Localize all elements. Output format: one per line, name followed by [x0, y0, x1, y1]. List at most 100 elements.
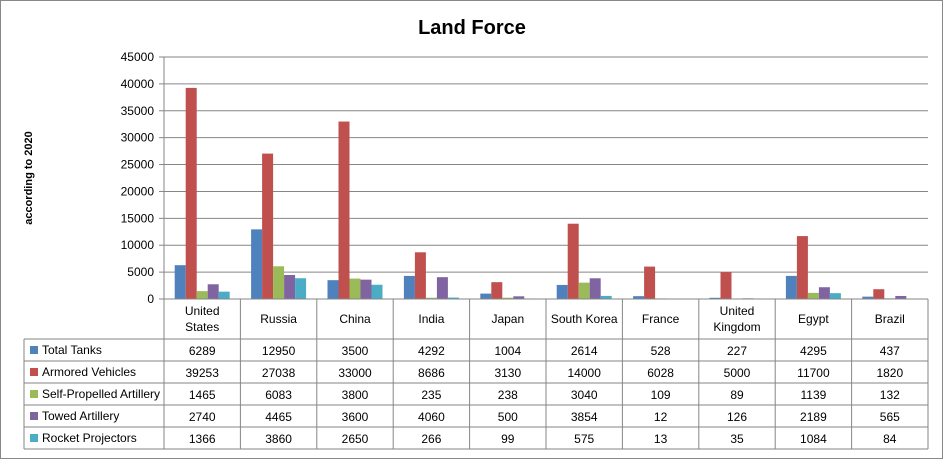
bar [600, 295, 612, 299]
bar [185, 87, 197, 299]
bar [327, 280, 339, 299]
table-value: 3130 [494, 366, 521, 380]
legend-label: Total Tanks [42, 343, 102, 357]
table-value: 4465 [265, 410, 292, 424]
bar [218, 291, 230, 299]
bar [273, 266, 285, 299]
bar [502, 297, 514, 299]
category-label: Egypt [798, 312, 829, 326]
table-value: 1084 [800, 432, 827, 446]
table-value: 1004 [494, 344, 521, 358]
bar [644, 266, 656, 299]
table-value: 1366 [189, 432, 216, 446]
table-value: 4295 [800, 344, 827, 358]
bar [207, 284, 219, 299]
table-value: 3500 [342, 344, 369, 358]
table-value: 84 [883, 432, 897, 446]
bar [480, 293, 492, 299]
category-label: United [185, 304, 220, 318]
bar [436, 277, 448, 299]
table-value: 13 [654, 432, 668, 446]
category-label: Japan [491, 312, 524, 326]
table-value: 1465 [189, 388, 216, 402]
table-value: 126 [727, 410, 747, 424]
bar [295, 278, 307, 299]
y-tick-label: 35000 [121, 104, 155, 118]
bar [196, 291, 208, 299]
bar [491, 282, 503, 299]
table-value: 1820 [876, 366, 903, 380]
y-axis-label: according to 2020 [23, 131, 35, 225]
table-value: 575 [574, 432, 594, 446]
bar [360, 279, 372, 299]
table-value: 6083 [265, 388, 292, 402]
bar [895, 295, 907, 299]
table-value: 6028 [647, 366, 674, 380]
bar [578, 282, 590, 299]
table-value: 35 [730, 432, 744, 446]
bar [251, 229, 263, 299]
y-tick-label: 5000 [127, 265, 154, 279]
bar [414, 252, 426, 299]
bar [262, 153, 274, 299]
table-value: 3860 [265, 432, 292, 446]
table-value: 4292 [418, 344, 445, 358]
bar [174, 265, 186, 299]
y-tick-label: 0 [147, 292, 154, 306]
y-axis: 0 5000 10000 15000 20000 25000 30000 35000 40000… [121, 50, 165, 306]
bar [709, 297, 721, 299]
bar [796, 236, 808, 299]
bar [403, 275, 415, 299]
y-tick-label: 15000 [121, 211, 155, 225]
category-label: France [642, 312, 680, 326]
table-value: 12950 [262, 344, 296, 358]
table-value: 132 [880, 388, 900, 402]
table-value: 39253 [186, 366, 220, 380]
bar [807, 292, 819, 299]
category-label: South Korea [551, 312, 618, 326]
y-tick-label: 30000 [121, 131, 155, 145]
table-value: 266 [421, 432, 441, 446]
legend-swatch [30, 434, 38, 442]
table-value: 2614 [571, 344, 598, 358]
bar [633, 296, 645, 299]
table-value: 235 [421, 388, 441, 402]
table-value: 109 [651, 388, 671, 402]
legend-swatch [30, 368, 38, 376]
table-value: 2650 [342, 432, 369, 446]
bar [447, 297, 459, 299]
table-value: 27038 [262, 366, 296, 380]
bars [174, 87, 918, 300]
table-value: 3854 [571, 410, 598, 424]
table-value: 8686 [418, 366, 445, 380]
category-label: United [720, 304, 755, 318]
category-label: States [185, 320, 219, 334]
bar [284, 274, 296, 299]
table-value: 6289 [189, 344, 216, 358]
y-tick-label: 25000 [121, 158, 155, 172]
table-value: 3040 [571, 388, 598, 402]
y-tick-label: 10000 [121, 238, 155, 252]
category-label: China [339, 312, 371, 326]
category-label: Brazil [875, 312, 905, 326]
bar [818, 287, 830, 299]
bar [785, 275, 797, 299]
legend-label: Armored Vehicles [42, 365, 136, 379]
legend-swatch [30, 346, 38, 354]
table-value: 14000 [568, 366, 602, 380]
table-value: 12 [654, 410, 668, 424]
table-value: 437 [880, 344, 900, 358]
chart-title: Land Force [418, 17, 526, 39]
bar [425, 297, 437, 299]
table-value: 227 [727, 344, 747, 358]
legend-swatch [30, 390, 38, 398]
bar [720, 272, 732, 299]
bar [338, 121, 350, 300]
table-value: 528 [651, 344, 671, 358]
table-value: 500 [498, 410, 518, 424]
bar [829, 293, 841, 299]
bar [513, 296, 525, 299]
table-value: 3800 [342, 388, 369, 402]
